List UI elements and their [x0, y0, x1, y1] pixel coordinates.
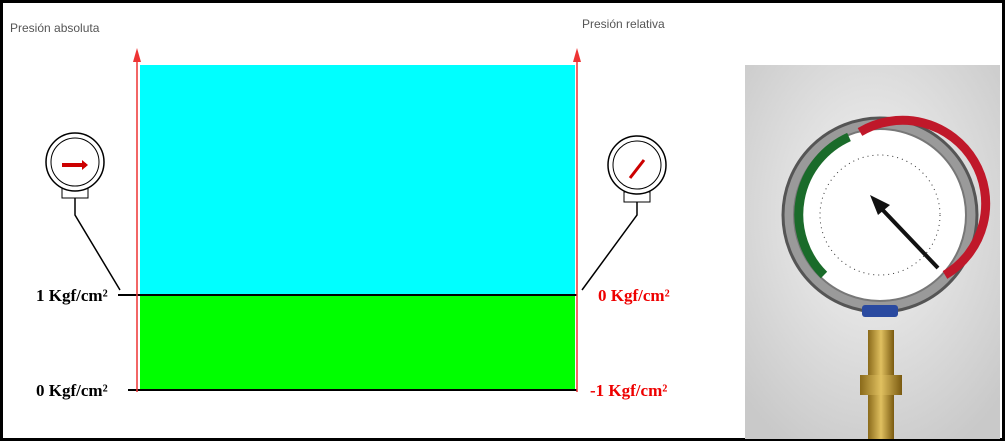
right-title: Presión relativa — [582, 17, 665, 31]
atmospheric-region — [140, 65, 575, 295]
vacuum-region — [140, 295, 575, 390]
relative-label: 0 Kgf/cm² — [598, 286, 670, 305]
absolute-label: 0 Kgf/cm² — [36, 381, 108, 400]
left-title: Presión absoluta — [10, 21, 100, 35]
screen: Presión absoluta Presión relativa 1 Kgf/… — [0, 0, 1005, 441]
gauge-photo — [745, 65, 1000, 439]
absolute-label: 1 Kgf/cm² — [36, 286, 108, 305]
relative-label: -1 Kgf/cm² — [590, 381, 667, 400]
